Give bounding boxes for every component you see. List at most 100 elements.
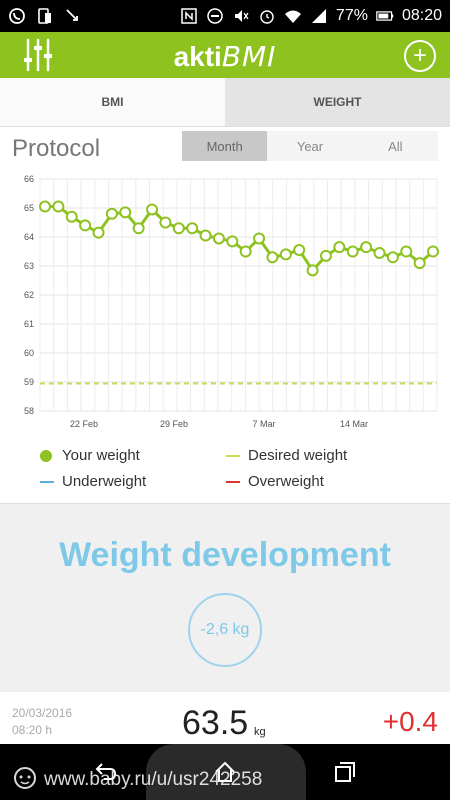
period-month-button[interactable]: Month	[182, 131, 268, 161]
weight-point	[65, 210, 78, 223]
weight-point	[79, 219, 92, 232]
y-tick-label: 58	[24, 406, 34, 416]
tab-weight[interactable]: WEIGHT	[225, 78, 450, 126]
legend-line-icon	[226, 454, 240, 457]
legend-desired-weight: Desired weight	[226, 447, 347, 464]
system-nav-bar	[0, 744, 450, 800]
weight-point	[52, 200, 65, 213]
whatsapp-icon	[8, 7, 26, 25]
weight-point	[266, 251, 279, 264]
weight-point	[146, 203, 159, 216]
weight-point	[306, 264, 319, 277]
y-tick-label: 61	[24, 319, 34, 329]
weight-point	[239, 245, 252, 258]
weight-point	[360, 241, 373, 254]
baby-face-icon	[12, 765, 38, 795]
latest-entry-row[interactable]: 20/03/2016 08:20 h 63.5 kg +0.4	[0, 692, 450, 744]
legend-line-icon	[226, 480, 240, 483]
entry-weight: 63.5	[182, 704, 249, 742]
app-header: aktiBMI +	[0, 32, 450, 78]
weight-point	[400, 245, 413, 258]
settings-sliders-icon[interactable]	[22, 38, 54, 72]
entry-delta: +0.4	[382, 706, 438, 737]
entry-time: 08:20 h	[12, 723, 53, 737]
weight-point	[346, 245, 359, 258]
wifi-icon	[284, 7, 302, 25]
weight-point	[253, 232, 266, 245]
nav-pill	[146, 744, 306, 800]
weight-development-title: Weight development	[59, 536, 391, 574]
y-tick-label: 59	[24, 377, 34, 387]
weight-point	[333, 241, 346, 254]
legend-underweight: Underweight	[40, 473, 146, 490]
period-year-button[interactable]: Year	[296, 138, 324, 154]
x-tick-label: 29 Feb	[160, 419, 188, 429]
weight-point	[159, 216, 172, 229]
weight-point	[427, 245, 439, 258]
legend-your-weight: Your weight	[40, 447, 140, 464]
legend-label: Desired weight	[248, 447, 348, 464]
clock: 08:20	[401, 7, 442, 24]
weight-point	[212, 232, 225, 245]
entry-unit: kg	[254, 726, 266, 738]
home-icon[interactable]	[213, 760, 237, 784]
weight-point	[132, 222, 145, 235]
weight-point	[105, 207, 118, 220]
tab-bar: BMI WEIGHT	[0, 78, 450, 126]
plus-icon: +	[412, 42, 427, 69]
add-entry-button[interactable]: +	[404, 40, 436, 72]
tab-bmi[interactable]: BMI	[0, 78, 225, 126]
y-tick-label: 60	[24, 348, 34, 358]
weight-point	[186, 222, 199, 235]
weight-change-circle: -2,6 kg	[188, 593, 262, 667]
weight-point	[373, 246, 386, 259]
weight-chart: 66 65 64 63 62 61 60 59 58 22 Feb 29 Feb 7 Mar 14 Ma…	[24, 174, 439, 429]
legend-label: Underweight	[62, 473, 147, 490]
battery-icon	[376, 7, 394, 25]
protocol-card: Protocol Month Year All 66 65 64 63 62 61 60 59…	[0, 126, 450, 504]
y-tick-label: 62	[24, 290, 34, 300]
weight-point	[413, 257, 426, 270]
legend-dot-icon	[40, 449, 52, 462]
x-tick-label: 22 Feb	[70, 419, 98, 429]
weight-point	[226, 235, 239, 248]
y-tick-label: 63	[24, 261, 34, 271]
weight-point	[39, 200, 51, 213]
app-logo: aktiBMI	[0, 40, 450, 73]
device-icon	[36, 7, 54, 25]
legend-label: Your weight	[62, 447, 140, 464]
y-tick-label: 64	[24, 232, 34, 242]
nfc-icon	[180, 7, 198, 25]
period-selector: Month Year All	[182, 131, 438, 161]
weight-point	[119, 206, 132, 219]
recent-apps-icon[interactable]	[333, 760, 357, 784]
weight-point	[386, 251, 399, 264]
period-all-button[interactable]: All	[388, 138, 403, 154]
x-tick-label: 7 Mar	[252, 419, 275, 429]
legend-label: Overweight	[248, 473, 324, 490]
weight-point	[92, 226, 105, 239]
legend-overweight: Overweight	[226, 473, 324, 490]
weight-point	[199, 229, 212, 242]
y-tick-label: 66	[24, 174, 34, 184]
weight-change-value: -2,6 kg	[200, 621, 250, 638]
back-icon[interactable]	[94, 760, 118, 784]
app-logo-part1: akti	[173, 41, 222, 72]
weight-point	[279, 248, 292, 261]
status-bar: 77% 08:20	[0, 0, 450, 32]
app-logo-part2: BMI	[221, 40, 277, 73]
alarm-icon	[258, 7, 276, 25]
watermark-text: www.baby.ru/u/usr242258	[44, 769, 263, 790]
missed-call-icon	[64, 7, 82, 25]
weight-point	[293, 244, 306, 257]
battery-percent: 77%	[335, 7, 368, 24]
signal-icon	[310, 7, 328, 25]
weight-point	[172, 222, 185, 235]
y-tick-label: 65	[24, 203, 34, 213]
x-tick-label: 14 Mar	[340, 419, 368, 429]
weight-point	[319, 249, 332, 262]
legend-line-icon	[40, 480, 54, 483]
entry-date: 20/03/2016	[12, 706, 73, 720]
protocol-title: Protocol	[12, 135, 101, 162]
mute-icon	[232, 7, 250, 25]
